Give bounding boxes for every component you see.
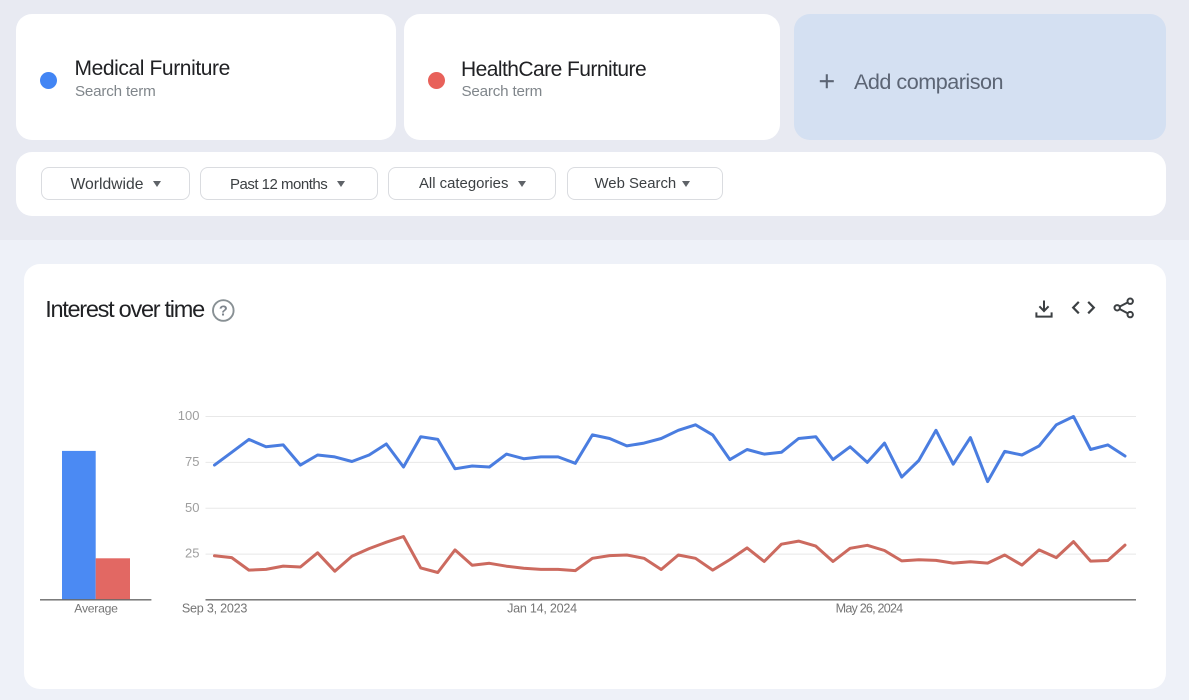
svg-text:50: 50 [185,500,199,515]
svg-text:Average: Average [74,601,118,615]
svg-text:?: ? [219,303,228,319]
svg-text:Jan 14, 2024: Jan 14, 2024 [507,602,577,616]
svg-text:Sep 3, 2023: Sep 3, 2023 [182,602,247,616]
svg-text:May 26, 2024: May 26, 2024 [836,602,904,616]
svg-text:25: 25 [185,546,199,561]
svg-text:75: 75 [185,454,199,469]
svg-text:100: 100 [178,408,200,423]
